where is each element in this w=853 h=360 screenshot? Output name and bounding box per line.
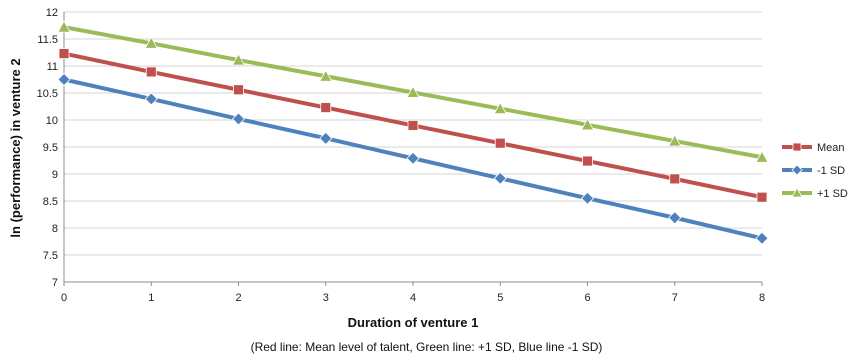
x-tick-label: 1: [148, 292, 154, 304]
data-point-+1 SD: [668, 134, 682, 147]
y-tick-label: 11: [47, 61, 58, 73]
data-point-Mean: [494, 137, 506, 149]
x-tick-labels: 0 1 2 3 4 5 6 7 8: [61, 292, 765, 304]
legend-marker: [792, 142, 802, 152]
x-tick-label: 8: [759, 292, 765, 304]
y-tick-label: 12: [46, 7, 58, 19]
x-tick-label: 0: [61, 292, 67, 304]
data-point-Mean: [58, 48, 70, 59]
y-tick-label: 10.5: [37, 88, 58, 100]
x-tick-label: 7: [672, 292, 678, 304]
x-tick-label: 2: [235, 292, 241, 304]
y-tick-label: 7: [52, 277, 58, 289]
x-tick-label: 3: [323, 292, 329, 304]
y-tick-labels: 7 7.5 8 8.5 9 9.5 10 10.5 11 11.5 12: [37, 7, 58, 289]
data-point--1 SD: [493, 171, 507, 185]
axes: [63, 12, 763, 286]
y-tick-label: 7.5: [43, 250, 58, 262]
x-axis-title: Duration of venture 1: [348, 315, 479, 330]
y-tick-label: 10: [46, 115, 58, 127]
data-point-Mean: [756, 191, 768, 203]
y-tick-label: 11.5: [37, 34, 58, 46]
plot-area: [57, 20, 769, 245]
x-tick-label: 5: [497, 292, 503, 304]
data-point-+1 SD: [57, 20, 71, 33]
data-point--1 SD: [755, 231, 769, 245]
data-point--1 SD: [231, 112, 246, 126]
legend-label: -1 SD: [817, 165, 845, 177]
y-axis-title: ln (performance) in venture 2: [8, 58, 23, 237]
legend-marker: [791, 187, 803, 198]
gridlines: [64, 11, 762, 283]
legend-marker: [791, 164, 803, 176]
data-point-Mean: [233, 84, 244, 96]
data-point--1 SD: [406, 151, 420, 165]
data-point-+1 SD: [319, 69, 333, 82]
data-point--1 SD: [580, 191, 595, 205]
y-tick-label: 8: [52, 223, 58, 235]
data-point-Mean: [669, 173, 681, 185]
data-point-+1 SD: [755, 150, 769, 163]
legend: Mean -1 SD +1 SD: [782, 142, 848, 200]
data-point-Mean: [145, 66, 157, 78]
data-point--1 SD: [668, 211, 682, 225]
data-point--1 SD: [57, 72, 71, 87]
y-tick-label: 9.5: [43, 142, 58, 154]
data-point--1 SD: [319, 131, 333, 145]
x-tick-label: 4: [410, 292, 416, 304]
data-point--1 SD: [144, 92, 158, 106]
figure-caption: (Red line: Mean level of talent, Green l…: [250, 340, 603, 354]
data-point-+1 SD: [144, 36, 158, 49]
y-tick-label: 8.5: [43, 196, 58, 208]
y-tick-label: 9: [52, 169, 58, 181]
data-point-Mean: [407, 120, 419, 131]
data-point-Mean: [320, 102, 332, 113]
legend-label: +1 SD: [817, 188, 848, 200]
legend-label: Mean: [817, 142, 845, 154]
data-point-+1 SD: [231, 53, 246, 66]
data-point-+1 SD: [406, 85, 420, 98]
x-tick-label: 6: [584, 292, 590, 304]
data-point-+1 SD: [580, 118, 595, 131]
data-point-+1 SD: [493, 101, 507, 115]
data-point-Mean: [582, 155, 593, 167]
